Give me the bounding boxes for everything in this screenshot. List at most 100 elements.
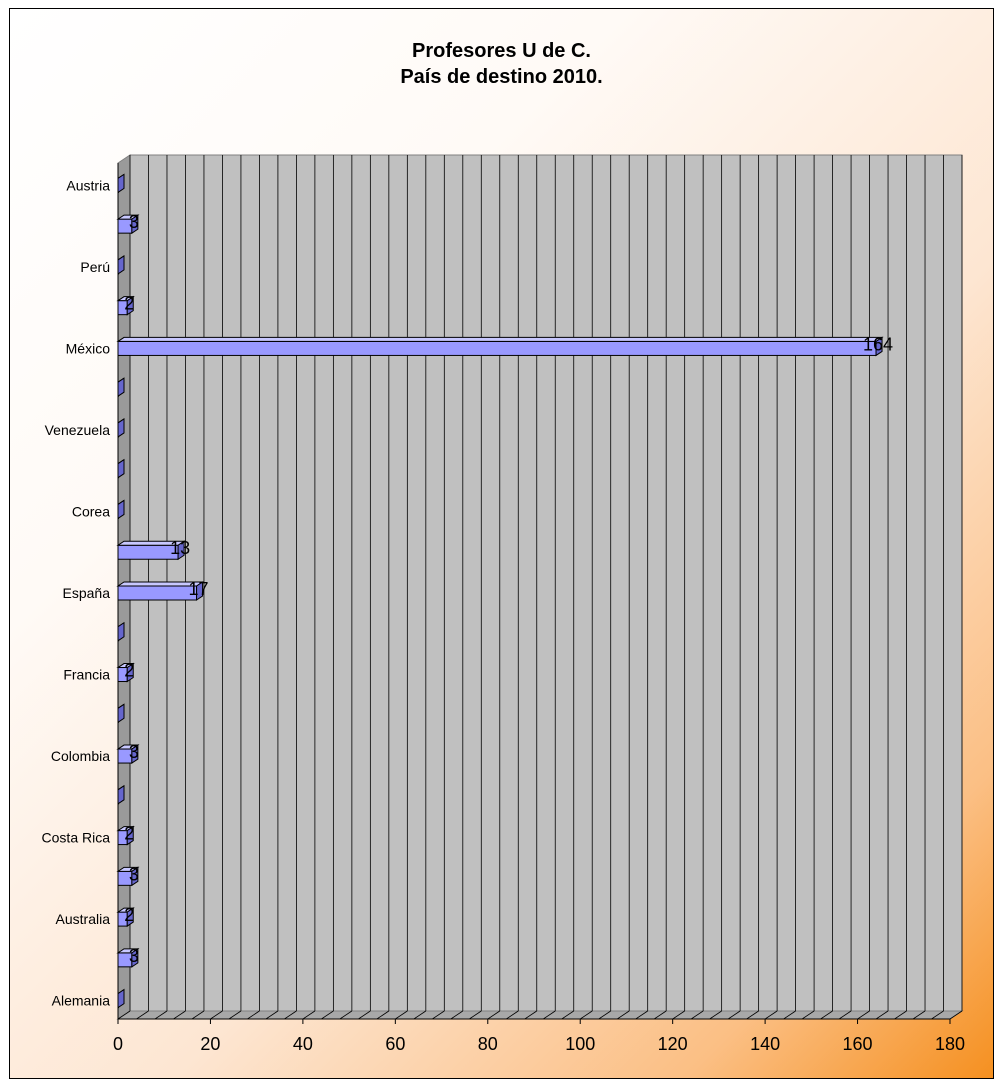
floor-gridline [487,1010,500,1020]
bar-side [126,295,134,316]
category-label: Corea [72,503,110,519]
chart-title-line-2: País de destino 2010. [400,66,603,88]
category-label: Francia [63,667,110,683]
floor-gridline [875,1010,889,1020]
x-tick-label: 180 [935,1034,965,1054]
category-label: Australia [56,911,111,927]
bar-side [117,458,125,479]
data-label: 2 [124,824,134,844]
x-tick-label: 160 [843,1034,873,1054]
floor-gridline [117,1010,131,1020]
floor-gridline [543,1010,556,1020]
floor-gridline [173,1010,186,1020]
category-label: Colombia [51,748,110,764]
bar-side [117,254,125,275]
chart-title-line-1: Profesores U de C. [412,40,591,62]
bar-side [131,744,139,764]
floor-gridline [653,1010,667,1020]
floor-gridline [228,1010,242,1020]
data-label: 2 [124,905,134,925]
bar [117,585,198,601]
bar-chart: 0 20 40 60 80 100 120 140 160 180 3 2 3 2 3 2 17 13 164 2 3 A… [42,154,965,1054]
floor-gridline [746,1010,759,1020]
data-label: 17 [189,579,209,599]
bar-side [177,540,185,561]
bar-side [117,621,125,642]
floor-gridline [358,1010,371,1020]
floor-gridline [931,1010,944,1020]
data-label: 164 [863,334,893,354]
x-tick-label: 0 [113,1034,123,1054]
floor-gridline [764,1010,778,1020]
bar-side [875,336,883,357]
floor-gridline [524,1010,537,1020]
floor-gridline [561,1010,574,1020]
floor-gridline [321,1010,334,1020]
plot-back-wall [129,154,963,1012]
data-label: 3 [129,946,139,966]
data-label: 2 [124,661,134,681]
data-label: 3 [129,212,139,232]
floor-gridline [801,1010,815,1020]
bar-side [117,418,125,438]
floor-gridline [210,1010,223,1020]
floor-gridline [838,1010,852,1020]
bar-side [126,825,134,846]
floor-gridline [302,1010,316,1020]
bar-side [126,907,134,928]
floor-gridline [191,1010,205,1020]
category-label: Austria [66,177,110,193]
bar [117,544,179,560]
floor-gridline [857,1010,870,1020]
bar-side [131,866,139,887]
bar-side [131,214,139,235]
bar-side [117,784,125,805]
x-tick-label: 120 [658,1034,688,1054]
floor-gridline [247,1010,260,1020]
floor-gridline [709,1010,722,1020]
bar-side [131,947,139,968]
floor-gridline [395,1010,408,1020]
floor-gridline [580,1010,593,1020]
bar-side [117,703,125,724]
floor-gridline [339,1010,353,1020]
bar-side [117,988,125,1009]
floor-gridline [413,1010,427,1020]
floor-gridline [672,1010,685,1020]
floor-gridline [136,1010,149,1020]
chart-title: Profesores U de C. País de destino 2010. [10,38,993,90]
bar-side [117,173,125,194]
category-label: España [63,585,111,601]
category-label: Costa Rica [42,830,111,846]
data-label: 13 [170,538,190,558]
bar-top [116,336,884,342]
plot-floor [116,1010,964,1020]
floor-gridline [912,1010,926,1020]
category-label: México [66,340,111,356]
floor-gridline [635,1010,648,1020]
category-label: Alemania [52,993,111,1009]
x-tick-label: 60 [385,1034,405,1054]
floor-gridline [616,1010,630,1020]
category-label: Venezuela [45,422,111,438]
x-tick-label: 20 [200,1034,220,1054]
x-tick-label: 140 [750,1034,780,1054]
bar-side [117,377,125,398]
floor-gridline [727,1010,741,1020]
x-tick-label: 40 [293,1034,313,1054]
category-label: Perú [80,259,110,275]
bar [117,340,877,356]
floor-gridline [284,1010,297,1020]
bars: 3 2 3 2 3 2 17 13 164 2 3 [116,173,893,1009]
x-tick-label: 100 [565,1034,595,1054]
floor-gridline [949,1010,963,1020]
floor-gridline [506,1010,519,1020]
chart-area: Profesores U de C. País de destino 2010.… [9,8,994,1079]
floor-gridline [432,1010,445,1020]
floor-gridline [690,1010,704,1020]
bar-side [117,499,125,520]
floor-gridline [450,1010,464,1020]
x-tick-label: 80 [478,1034,498,1054]
floor-gridline [376,1010,390,1020]
data-label: 3 [129,742,139,762]
